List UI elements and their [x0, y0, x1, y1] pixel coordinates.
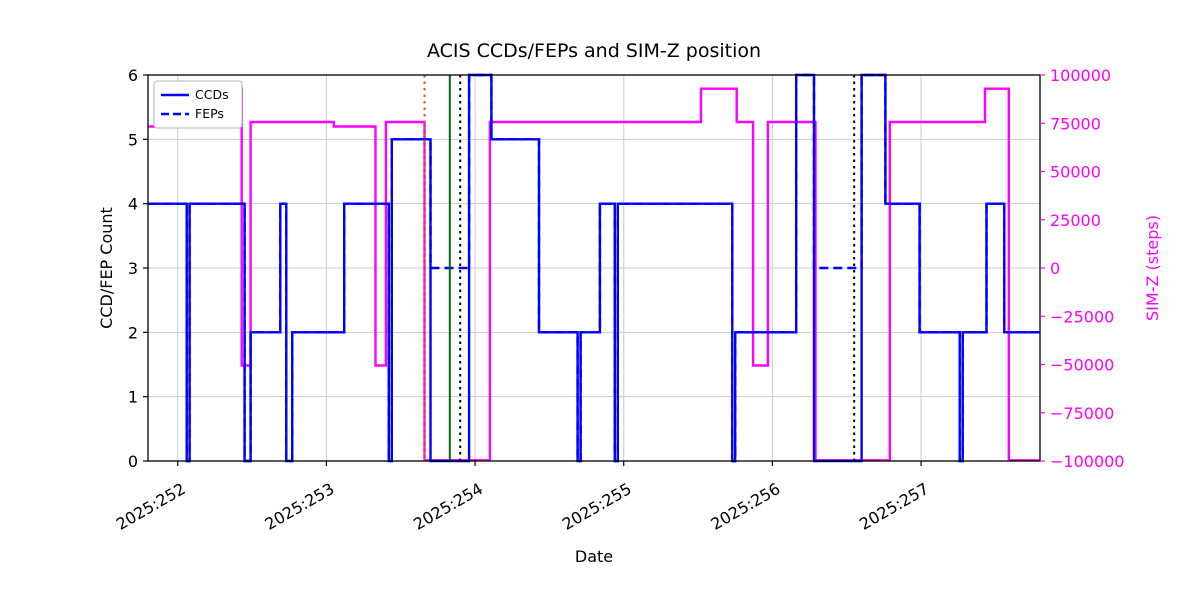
x-tick-label: 2025:253 [262, 479, 338, 534]
right-tick-label: 75000 [1050, 114, 1101, 133]
x-axis-label: Date [575, 547, 613, 566]
right-axis-label: SIM-Z (steps) [1143, 215, 1162, 321]
left-tick-label: 0 [128, 452, 138, 471]
left-axis-label: CCD/FEP Count [97, 207, 116, 329]
right-tick-label: 50000 [1050, 163, 1101, 182]
x-tick-label: 2025:256 [708, 479, 784, 534]
left-tick-label: 4 [128, 195, 138, 214]
chart-title: ACIS CCDs/FEPs and SIM-Z position [427, 40, 761, 62]
left-tick-label: 1 [128, 388, 138, 407]
event-vlines [423, 75, 856, 461]
left-tick-label: 5 [128, 130, 138, 149]
x-tick-label: 2025:254 [410, 479, 486, 534]
right-tick-label: −75000 [1050, 404, 1114, 423]
right-tick-label: −25000 [1050, 307, 1114, 326]
legend-label-ccds: CCDs [195, 87, 229, 102]
x-tick-label: 2025:255 [559, 479, 635, 534]
right-tick-label: −50000 [1050, 356, 1114, 375]
axis-tickmarks [143, 74, 1045, 466]
left-tick-label: 2 [128, 323, 138, 342]
left-tick-label: 6 [128, 66, 138, 85]
series-sim-z-line [148, 87, 1040, 462]
x-tick-label: 2025:252 [113, 479, 189, 534]
right-tick-label: −100000 [1050, 452, 1124, 471]
series-feps-line [148, 73, 1040, 463]
right-tick-label: 100000 [1050, 66, 1111, 85]
left-tick-label: 3 [128, 259, 138, 278]
right-tick-label: 0 [1050, 259, 1060, 278]
x-tick-label: 2025:257 [856, 479, 932, 534]
legend: CCDs FEPs [153, 80, 243, 129]
right-tick-label: 25000 [1050, 211, 1101, 230]
legend-label-feps: FEPs [195, 106, 224, 121]
legend-box [153, 80, 243, 129]
